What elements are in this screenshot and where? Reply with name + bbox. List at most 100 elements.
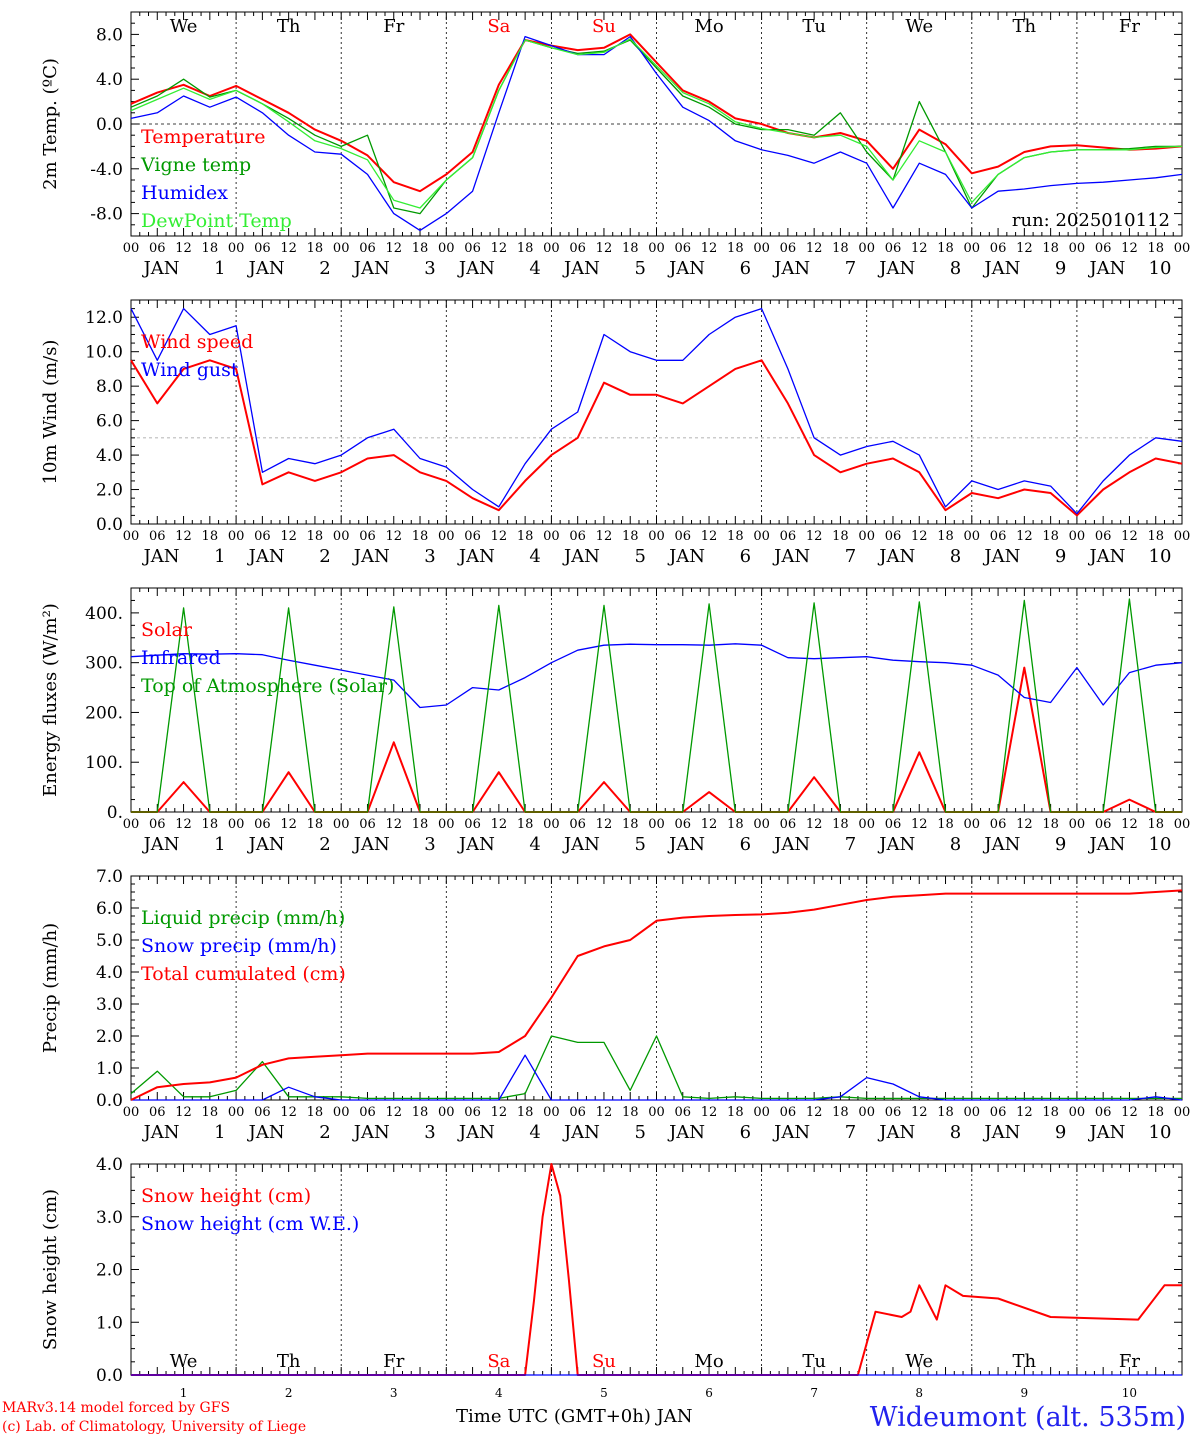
y-tick-label: 8.0 [96,377,123,397]
weekday-label: Fr [1119,16,1140,37]
hour-tick-label: 18 [727,241,744,256]
y-tick-label: 4.0 [96,446,123,466]
month-label: JAN [457,834,495,855]
month-label: JAN [667,834,705,855]
hour-tick-label: 06 [780,529,797,544]
y-tick-label: 4.0 [96,1155,123,1175]
hour-tick-label: 12 [491,241,508,256]
panel-5: 0.0 1.0 2.0 3.0 4.0 Snow height (cm) We 1 Th 2 Fr 3… [40,1155,1183,1400]
hour-tick-label: 18 [937,529,954,544]
day-label: 5 [634,1122,645,1143]
hour-tick-label: 18 [832,241,849,256]
hour-tick-label: 12 [280,1105,297,1120]
weekday-label: Tu [802,1351,826,1372]
hour-tick-label: 18 [202,241,219,256]
hour-tick-label: 06 [359,241,376,256]
y-tick-label: 300. [85,654,123,674]
y-tick-label: 0. [107,803,123,823]
hour-tick-label: 12 [1121,529,1138,544]
run-label: run: 2025010112 [1012,210,1170,231]
day-label: 9 [1055,258,1066,279]
hour-tick-label: 00 [1174,1105,1191,1120]
hour-tick-label: 18 [307,241,324,256]
month-label: JAN [1087,834,1125,855]
month-label: JAN [772,258,810,279]
hour-tick-label: 06 [780,1105,797,1120]
series-line-infrared [130,643,1183,709]
hour-tick-label: 00 [228,817,245,832]
day-label: 7 [845,834,856,855]
month-label: JAN [142,546,180,567]
day-label: 1 [214,1122,225,1143]
day-label: 9 [1055,546,1066,567]
hour-tick-label: 00 [858,1105,875,1120]
hour-tick-label: 18 [1147,1105,1164,1120]
hour-tick-label: 18 [622,529,639,544]
hour-tick-label: 12 [280,817,297,832]
month-label: JAN [877,546,915,567]
day-label: 9 [1055,834,1066,855]
hour-tick-label: 06 [990,241,1007,256]
month-label: JAN [352,834,390,855]
hour-tick-label: 12 [806,241,823,256]
day-label: 4 [529,834,540,855]
hour-tick-label: 00 [753,241,770,256]
hour-tick-label: 12 [280,241,297,256]
hour-tick-label: 00 [438,817,455,832]
y-tick-label: 10.0 [85,343,123,363]
hour-tick-label: 00 [964,529,981,544]
day-label: 1 [214,258,225,279]
weekday-label: Tu [802,16,826,37]
month-label: JAN [142,1122,180,1143]
hour-tick-label: 00 [648,241,665,256]
hour-tick-label: 00 [123,817,140,832]
hour-tick-label: 06 [990,817,1007,832]
hour-tick-label: 12 [1016,529,1033,544]
hour-tick-label: 06 [885,241,902,256]
hour-tick-label: 18 [412,1105,429,1120]
hour-tick-label: 12 [175,529,192,544]
panel-2: 0.0 2.0 4.0 6.0 8.0 10.0 12.0 10m Wind (m/s) 00 0… [40,299,1190,567]
hour-tick-label: 18 [307,1105,324,1120]
day-label: 1 [214,546,225,567]
y-axis-label: 10m Wind (m/s) [40,340,61,485]
hour-tick-label: 12 [596,1105,613,1120]
hour-tick-label: 06 [254,1105,271,1120]
series-line-liquid-precip-mm-h- [130,1035,1182,1100]
y-tick-label: 1.0 [96,1059,123,1079]
hour-tick-label: 00 [438,529,455,544]
hour-tick-label: 18 [727,817,744,832]
month-label: JAN [562,1122,600,1143]
day-label: 6 [705,1386,713,1400]
month-label: JAN [982,546,1020,567]
hour-tick-label: 18 [1042,529,1059,544]
day-label: 3 [424,546,435,567]
day-label: 2 [285,1386,293,1400]
day-label: 3 [390,1386,398,1400]
month-label: JAN [247,1122,285,1143]
hour-tick-label: 06 [675,529,692,544]
hour-tick-label: 06 [149,241,166,256]
hour-tick-label: 00 [964,1105,981,1120]
hour-tick-label: 12 [911,1105,928,1120]
month-label: JAN [877,834,915,855]
hour-tick-label: 12 [806,529,823,544]
hour-tick-label: 18 [517,241,534,256]
hour-tick-label: 18 [202,817,219,832]
day-label: 9 [1021,1386,1029,1400]
hour-tick-label: 00 [1069,241,1086,256]
series-line-snow-precip-mm-h- [131,1054,1183,1101]
hour-tick-label: 06 [569,817,586,832]
day-label: 4 [529,1122,540,1143]
hour-tick-label: 00 [228,241,245,256]
hour-tick-label: 18 [1147,529,1164,544]
weekday-label: Fr [383,16,404,37]
day-label: 3 [424,258,435,279]
day-label: 8 [915,1386,923,1400]
hour-tick-label: 06 [885,817,902,832]
day-label: 2 [319,834,330,855]
day-label: 10 [1122,1386,1137,1400]
day-label: 10 [1149,834,1172,855]
hour-tick-label: 06 [359,529,376,544]
day-label: 6 [740,834,751,855]
